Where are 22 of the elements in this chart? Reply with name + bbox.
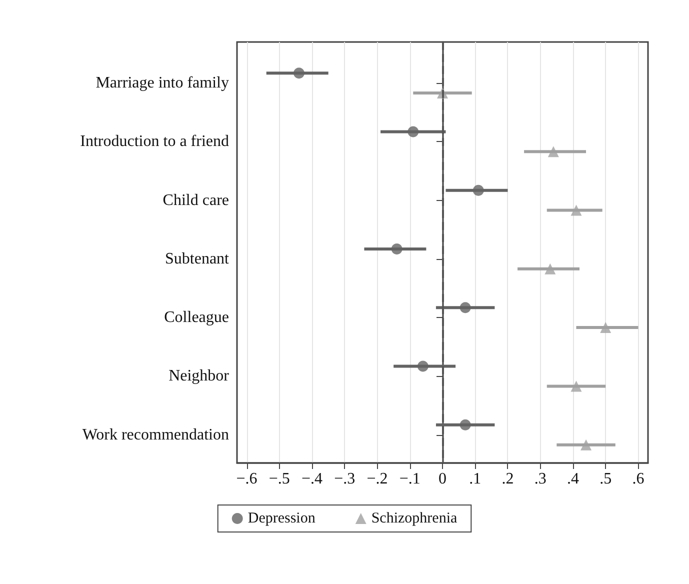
legend-label: Depression [248, 510, 316, 526]
x-tick-label: −.4 [302, 470, 323, 488]
y-tick-label: Work recommendation [82, 426, 229, 444]
x-tick-label: −.2 [366, 470, 388, 488]
x-tick-label: .2 [502, 470, 514, 488]
y-tick-label: Child care [162, 192, 229, 209]
x-tick-label: 0 [438, 470, 446, 488]
y-tick-label: Marriage into family [96, 74, 229, 92]
x-tick-label: −.5 [268, 470, 290, 488]
x-tick-label: .6 [632, 470, 644, 488]
y-tick-label: Colleague [164, 309, 229, 326]
y-tick-label: Introduction to a friend [80, 133, 229, 150]
y-tick-label: Subtenant [165, 250, 230, 268]
x-tick-label: .4 [566, 470, 579, 488]
x-tick-label: .5 [600, 470, 612, 488]
x-tick-label: .1 [469, 470, 482, 488]
x-tick-label: .3 [534, 470, 546, 488]
y-tick-label: Neighbor [168, 368, 230, 385]
x-tick-label: −.3 [334, 470, 356, 488]
legend-label: Schizophrenia [371, 510, 458, 526]
x-tick-label: −.6 [236, 470, 258, 488]
x-tick-label: −.1 [399, 470, 420, 488]
